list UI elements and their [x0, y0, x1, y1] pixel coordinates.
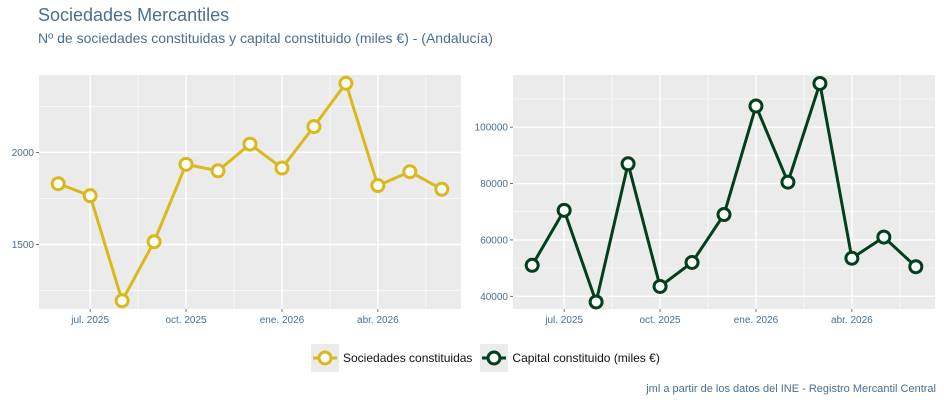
- data-point-capital: [652, 278, 668, 294]
- data-point-sociedades: [146, 234, 162, 250]
- x-tick-label: ene. 2026: [260, 315, 305, 326]
- data-point-sociedades: [50, 176, 66, 192]
- y-tick-label: 40000: [480, 292, 508, 303]
- legend-key-capital: [480, 344, 509, 372]
- data-point-sociedades: [402, 164, 418, 180]
- data-point-capital: [844, 250, 860, 266]
- data-point-sociedades: [210, 163, 226, 179]
- x-tick-label: ene. 2026: [734, 315, 779, 326]
- legend-key-sociedades: [311, 344, 339, 372]
- data-point-capital: [716, 207, 732, 223]
- y-tick-label: 80000: [480, 179, 508, 190]
- data-point-sociedades: [306, 119, 322, 135]
- x-tick-label: jul. 2025: [70, 315, 109, 326]
- data-point-capital: [908, 259, 924, 275]
- y-tick-label: 100000: [475, 123, 509, 134]
- panel-background-sociedades: [39, 75, 461, 309]
- data-point-capital: [780, 174, 796, 190]
- data-point-sociedades: [434, 181, 450, 197]
- data-point-capital: [812, 75, 828, 91]
- data-point-capital: [684, 254, 700, 270]
- data-point-sociedades: [274, 160, 290, 176]
- legend-marker-capital-icon: [482, 350, 507, 366]
- data-point-capital: [556, 202, 572, 218]
- data-point-sociedades: [178, 156, 194, 172]
- data-point-sociedades: [82, 188, 98, 204]
- source-caption: jml a partir de los datos del INE - Regi…: [646, 383, 936, 395]
- data-point-sociedades: [338, 75, 354, 91]
- x-tick-label: jul. 2025: [544, 315, 583, 326]
- legend-item-sociedades: Sociedades constituidas: [311, 344, 472, 372]
- data-point-capital: [876, 229, 892, 245]
- chart-title: Sociedades Mercantiles: [38, 5, 230, 25]
- legend-label-capital: Capital constituido (miles €): [512, 351, 660, 365]
- x-tick-label: abr. 2026: [831, 315, 873, 326]
- y-tick-label: 1500: [12, 240, 35, 251]
- data-point-capital: [748, 98, 764, 114]
- legend-item-capital: Capital constituido (miles €): [480, 344, 660, 372]
- x-tick-label: oct. 2025: [165, 315, 207, 326]
- y-tick-label: 60000: [480, 235, 508, 246]
- legend: Sociedades constituidas Capital constitu…: [311, 344, 668, 372]
- data-point-sociedades: [242, 136, 258, 152]
- data-point-capital: [524, 257, 540, 273]
- data-point-sociedades: [114, 293, 130, 309]
- data-point-sociedades: [370, 178, 386, 194]
- x-tick-label: abr. 2026: [357, 315, 399, 326]
- panel-background-capital: [513, 75, 935, 309]
- data-point-capital: [620, 156, 636, 172]
- x-tick-label: oct. 2025: [639, 315, 681, 326]
- data-point-capital: [588, 294, 604, 310]
- legend-marker-sociedades-icon: [313, 350, 337, 366]
- y-tick-label: 2000: [12, 148, 35, 159]
- chart-subtitle: Nº de sociedades constituidas y capital …: [38, 30, 493, 46]
- legend-label-sociedades: Sociedades constituidas: [343, 351, 473, 365]
